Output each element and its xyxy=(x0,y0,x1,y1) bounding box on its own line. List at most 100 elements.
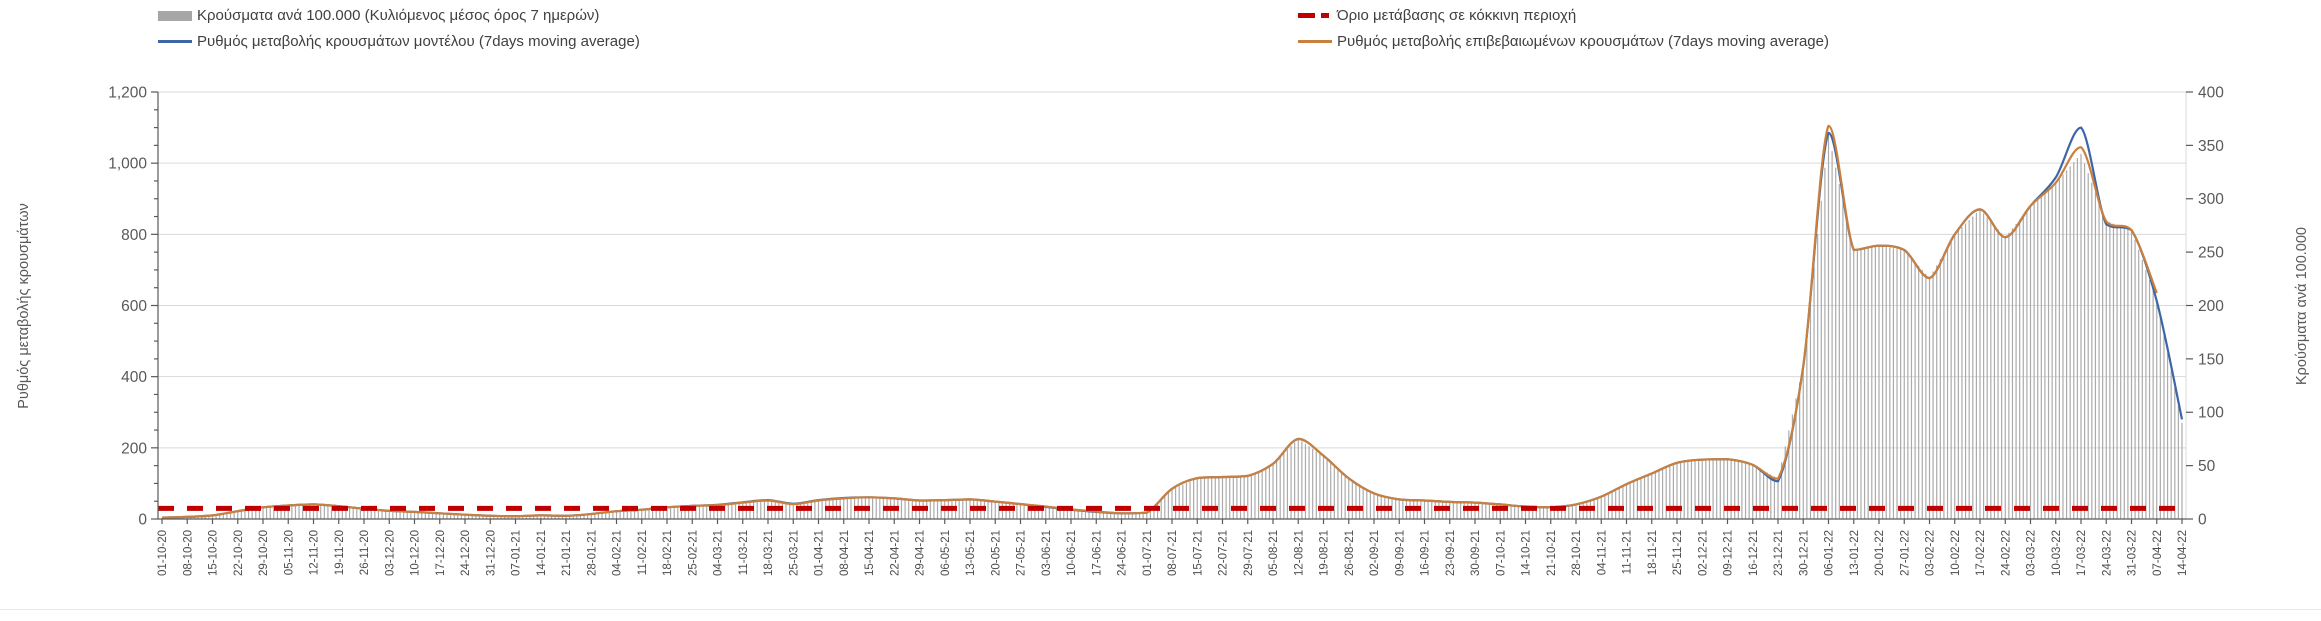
x-axis-date-label: 29-10-20 xyxy=(258,530,270,576)
x-axis-date-label: 09-12-21 xyxy=(1723,530,1735,576)
x-axis-date-label: 10-06-21 xyxy=(1066,530,1078,576)
x-axis-date-label: 04-11-21 xyxy=(1596,530,1608,575)
red-dashed-swatch-icon xyxy=(1298,13,1332,18)
right-axis-tick-label: 150 xyxy=(2198,351,2224,368)
x-axis-date-label: 14-01-21 xyxy=(536,530,548,576)
x-axis-date-label: 01-07-21 xyxy=(1142,530,1154,576)
x-axis-date-label: 17-02-22 xyxy=(1975,530,1987,576)
x-axis-date-label: 03-02-22 xyxy=(1925,530,1937,576)
x-axis-date-label: 03-06-21 xyxy=(1041,530,1053,576)
x-axis-date-label: 04-03-21 xyxy=(713,530,725,576)
x-axis-date-label: 07-01-21 xyxy=(511,530,523,576)
x-axis-date-label: 05-11-20 xyxy=(283,530,295,575)
x-axis-date-label: 17-06-21 xyxy=(1091,530,1103,576)
bar-series-swatch-icon xyxy=(158,10,192,21)
x-axis-date-label: 17-12-20 xyxy=(435,530,447,576)
x-axis-date-label: 28-10-21 xyxy=(1571,530,1583,576)
x-axis-date-label: 11-03-21 xyxy=(738,530,750,575)
x-axis-date-label: 05-08-21 xyxy=(1268,530,1280,576)
x-axis-date-label: 22-04-21 xyxy=(889,530,901,576)
x-axis-date-label: 24-03-22 xyxy=(2101,530,2113,576)
x-axis-date-label: 13-05-21 xyxy=(965,530,977,576)
x-axis-date-label: 30-09-21 xyxy=(1470,530,1482,576)
left-axis-tick-label: 1,200 xyxy=(108,84,147,101)
x-axis-date-label: 03-03-22 xyxy=(2026,530,2038,576)
legend-column-right: Όριο μετάβασης σε κόκκινη περιοχή Ρυθμός… xyxy=(1298,4,1829,53)
x-axis-date-label: 02-09-21 xyxy=(1369,530,1381,576)
x-axis-date-label: 16-12-21 xyxy=(1748,530,1760,576)
x-axis-date-label: 19-11-20 xyxy=(334,530,346,575)
x-axis-date-label: 12-11-20 xyxy=(309,530,321,575)
x-axis-date-label: 20-05-21 xyxy=(990,530,1002,576)
legend-item-confirmed-rate: Ρυθμός μεταβολής επιβεβαιωμένων κρουσμάτ… xyxy=(1298,30,1829,53)
x-axis-date-label: 29-07-21 xyxy=(1243,530,1255,576)
x-axis-date-label: 03-12-20 xyxy=(384,530,396,576)
confirmed-rate-line xyxy=(161,124,2158,519)
x-axis-date-label: 12-08-21 xyxy=(1293,530,1305,576)
right-axis-tick-label: 250 xyxy=(2198,245,2224,262)
x-axis-date-label: 26-08-21 xyxy=(1344,530,1356,576)
legend-label: Κρούσματα ανά 100.000 (Κυλιόμενος μέσος … xyxy=(197,7,600,24)
x-axis-date-label: 25-03-21 xyxy=(788,530,800,576)
x-axis-date-label: 01-04-21 xyxy=(814,530,826,576)
x-axis-date-label: 09-09-21 xyxy=(1394,530,1406,576)
right-axis-tick-label: 300 xyxy=(2198,191,2224,208)
x-axis-date-label: 08-07-21 xyxy=(1167,530,1179,576)
x-axis-date-label: 19-08-21 xyxy=(1319,530,1331,576)
legend-label: Ρυθμός μεταβολής επιβεβαιωμένων κρουσμάτ… xyxy=(1337,33,1829,50)
x-axis-date-label: 24-12-20 xyxy=(460,530,472,576)
left-axis-tick-label: 1,000 xyxy=(108,156,147,173)
chart-legend: Κρούσματα ανά 100.000 (Κυλιόμενος μέσος … xyxy=(0,0,2321,58)
x-axis-date-label: 18-02-21 xyxy=(662,530,674,576)
left-axis-tick-label: 600 xyxy=(121,298,147,315)
x-axis-date-label: 25-02-21 xyxy=(687,530,699,576)
x-axis-date-label: 24-06-21 xyxy=(1117,530,1129,576)
orange-line-swatch-icon xyxy=(1298,40,1332,43)
x-axis-date-label: 11-02-21 xyxy=(637,530,649,575)
x-axis-date-label: 31-12-20 xyxy=(485,530,497,576)
x-axis-date-label: 23-12-21 xyxy=(1773,530,1785,576)
x-axis-date-label: 14-04-22 xyxy=(2177,530,2189,576)
right-axis-tick-label: 0 xyxy=(2198,511,2207,528)
right-axis-title: Κρούσματα ανά 100.000 xyxy=(2294,227,2310,385)
x-axis-date-label: 11-11-21 xyxy=(1622,530,1634,574)
left-axis-tick-label: 400 xyxy=(121,369,147,386)
x-axis-date-label: 21-01-21 xyxy=(561,530,573,576)
x-axis-date-label: 04-02-21 xyxy=(612,530,624,576)
left-axis-title: Ρυθμός μεταβολής κρουσμάτων xyxy=(16,203,32,409)
legend-column-left: Κρούσματα ανά 100.000 (Κυλιόμενος μέσος … xyxy=(158,4,640,53)
right-axis-tick-label: 400 xyxy=(2198,84,2224,101)
x-axis-date-label: 14-10-21 xyxy=(1521,530,1533,576)
x-axis-date-label: 22-10-20 xyxy=(233,530,245,576)
x-axis-date-label: 06-05-21 xyxy=(940,530,952,576)
figure-bottom-rule xyxy=(0,609,2321,610)
right-axis-tick-label: 100 xyxy=(2198,405,2224,422)
x-axis-date-label: 26-11-20 xyxy=(359,530,371,575)
x-axis-date-label: 15-04-21 xyxy=(864,530,876,576)
legend-item-red-threshold: Όριο μετάβασης σε κόκκινη περιοχή xyxy=(1298,4,1829,27)
x-axis-date-label: 08-10-20 xyxy=(182,530,194,576)
right-axis-tick-label: 50 xyxy=(2198,458,2216,475)
x-axis-date-label: 30-12-21 xyxy=(1798,530,1810,576)
x-axis-date-label: 31-03-22 xyxy=(2127,530,2139,576)
x-axis-date-label: 22-07-21 xyxy=(1218,530,1230,576)
x-axis-date-label: 15-07-21 xyxy=(1192,530,1204,576)
x-axis-date-label: 08-04-21 xyxy=(839,530,851,576)
x-axis-date-label: 10-03-22 xyxy=(2051,530,2063,576)
x-axis-date-label: 20-01-22 xyxy=(1874,530,1886,576)
x-axis-date-label: 27-05-21 xyxy=(1016,530,1028,576)
x-axis-date-label: 18-03-21 xyxy=(763,530,775,576)
x-axis-date-label: 16-09-21 xyxy=(1420,530,1432,576)
legend-label: Όριο μετάβασης σε κόκκινη περιοχή xyxy=(1337,7,1577,24)
x-axis-date-label: 21-10-21 xyxy=(1546,530,1558,576)
left-axis-tick-label: 0 xyxy=(138,511,147,528)
x-axis-date-label: 07-04-22 xyxy=(2152,530,2164,576)
right-axis-tick-label: 200 xyxy=(2198,298,2224,315)
x-axis-date-label: 10-12-20 xyxy=(410,530,422,576)
x-axis-date-label: 25-11-21 xyxy=(1672,530,1684,575)
x-axis-date-label: 13-01-22 xyxy=(1849,530,1861,576)
x-axis-date-label: 15-10-20 xyxy=(208,530,220,576)
x-axis-date-label: 27-01-22 xyxy=(1899,530,1911,576)
